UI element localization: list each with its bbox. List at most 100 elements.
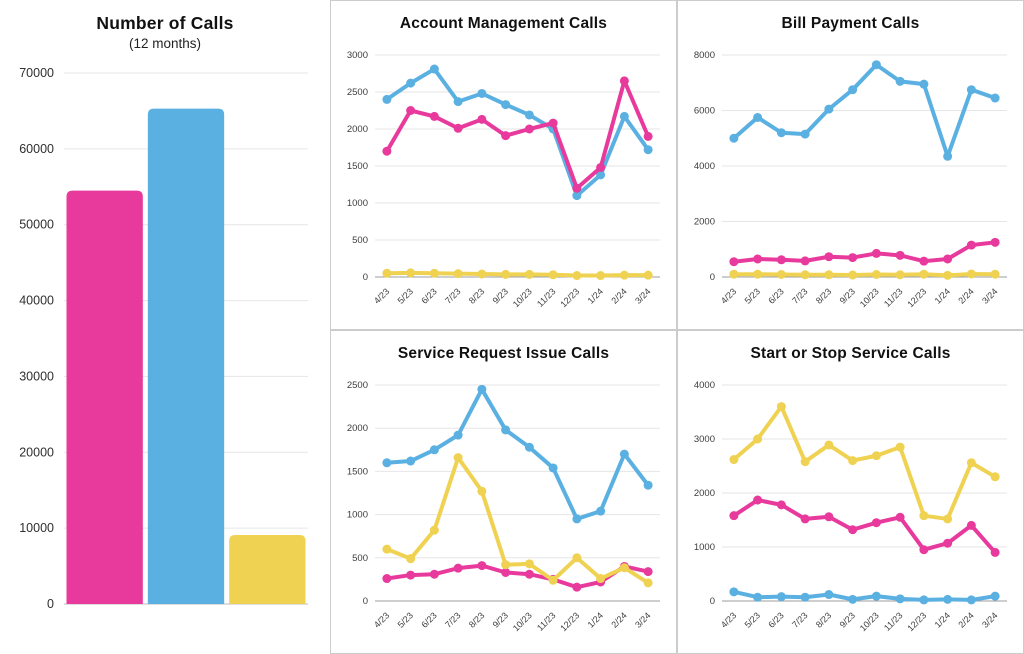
yellow-series-point — [824, 270, 834, 280]
pink-series-point — [776, 255, 786, 265]
yellow-series-point — [596, 574, 606, 584]
y-tick-label: 3000 — [694, 434, 715, 445]
y-tick-label: 3000 — [347, 50, 368, 61]
pink-series-point — [619, 76, 629, 86]
y-tick-label: 4000 — [694, 380, 715, 391]
yellow-series-point — [943, 514, 953, 524]
x-tick-label: 1/24 — [933, 610, 952, 629]
blue-series-point — [895, 76, 905, 86]
y-tick-label: 2500 — [347, 380, 368, 391]
yellow-series-point — [871, 451, 881, 461]
pink-series-line — [731, 498, 998, 555]
blue-series-line — [731, 62, 998, 159]
pink-series-point — [382, 146, 392, 156]
x-tick-label: 9/23 — [491, 286, 510, 305]
blue-series-point — [776, 128, 786, 138]
bar — [229, 534, 306, 604]
blue-series-line — [384, 387, 651, 521]
pink-series-point — [524, 124, 534, 134]
yellow-series-point — [919, 269, 929, 279]
y-tick-label: 0 — [363, 596, 368, 607]
y-tick-label: 1000 — [347, 510, 368, 521]
pink-series-point — [643, 131, 653, 141]
y-tick-label: 1000 — [347, 198, 368, 209]
pink-series-point — [966, 520, 976, 530]
yellow-series-point — [501, 560, 511, 570]
y-tick-label: 2000 — [694, 217, 715, 228]
pink-series-point — [848, 525, 858, 535]
x-tick-label: 8/23 — [814, 610, 833, 629]
pink-series-point — [429, 569, 439, 579]
account-management-panel: Account Management Calls 0 500 1000 1500 200… — [330, 0, 677, 330]
y-tick-label: 500 — [352, 235, 368, 246]
yellow-series-point — [643, 270, 653, 280]
x-tick-label: 12/23 — [558, 610, 581, 633]
blue-series-point — [776, 592, 786, 602]
pink-series-point — [753, 254, 763, 264]
bill-payment-panel: Bill Payment Calls 0 2000 4000 6000 8000 4/23… — [677, 0, 1024, 330]
blue-series-point — [848, 594, 858, 604]
x-tick-label: 3/24 — [980, 610, 999, 629]
yellow-series-point — [429, 268, 439, 278]
x-tick-label: 9/23 — [838, 610, 857, 629]
y-tick-label: 1500 — [347, 161, 368, 172]
y-tick-label: 1500 — [347, 466, 368, 477]
pink-series-point — [501, 567, 511, 577]
x-tick-label: 1/24 — [586, 286, 605, 305]
yellow-series-point — [990, 269, 1000, 279]
blue-series-point — [429, 445, 439, 455]
yellow-series-point — [429, 525, 439, 535]
blue-series-point — [406, 78, 416, 88]
yellow-series-point — [895, 442, 905, 452]
x-tick-label: 9/23 — [838, 286, 857, 305]
x-tick-label: 6/23 — [419, 286, 438, 305]
yellow-series-point — [572, 553, 582, 563]
x-tick-label: 5/23 — [396, 610, 415, 629]
pink-series-point — [477, 114, 487, 124]
yellow-series-point — [477, 269, 487, 279]
blue-series-point — [824, 590, 834, 600]
blue-series-point — [429, 64, 439, 74]
pink-series-point — [990, 547, 1000, 557]
y-tick-label: 1000 — [694, 542, 715, 553]
yellow-series-point — [619, 563, 629, 573]
blue-series-point — [643, 480, 653, 490]
x-tick-label: 11/23 — [882, 610, 905, 633]
yellow-series-point — [800, 457, 810, 467]
x-tick-label: 3/24 — [633, 286, 652, 305]
x-tick-label: 2/24 — [609, 286, 628, 305]
pink-series-point — [871, 518, 881, 528]
blue-series-point — [619, 449, 629, 459]
yellow-series-point — [453, 453, 463, 463]
pink-series-point — [919, 256, 929, 266]
x-tick-label: 7/23 — [790, 286, 809, 305]
pink-series-point — [919, 545, 929, 555]
blue-series-point — [753, 112, 763, 122]
pink-series-point — [524, 569, 534, 579]
blue-series-point — [453, 430, 463, 440]
blue-series-point — [501, 100, 511, 110]
blue-series-point — [871, 591, 881, 601]
bar — [147, 108, 225, 604]
y-tick-label: 0 — [47, 597, 54, 611]
yellow-series-point — [382, 544, 392, 554]
yellow-series-line — [731, 271, 998, 278]
blue-series-point — [848, 85, 858, 95]
x-tick-label: 2/24 — [956, 610, 975, 629]
yellow-series-point — [871, 270, 881, 280]
pink-series-point — [800, 256, 810, 266]
yellow-series-point — [501, 269, 511, 279]
x-tick-label: 3/24 — [980, 286, 999, 305]
x-tick-label: 4/23 — [372, 286, 391, 305]
blue-series-line — [384, 67, 651, 198]
pink-series-point — [596, 162, 606, 172]
yellow-series-point — [753, 434, 763, 444]
pink-series-line — [384, 78, 651, 191]
yellow-series-point — [572, 271, 582, 281]
bar — [66, 190, 143, 605]
y-tick-label: 0 — [710, 272, 715, 283]
y-tick-label: 2000 — [347, 423, 368, 434]
yellow-series-point — [966, 269, 976, 279]
x-tick-label: 1/24 — [586, 610, 605, 629]
x-tick-label: 3/24 — [633, 610, 652, 629]
